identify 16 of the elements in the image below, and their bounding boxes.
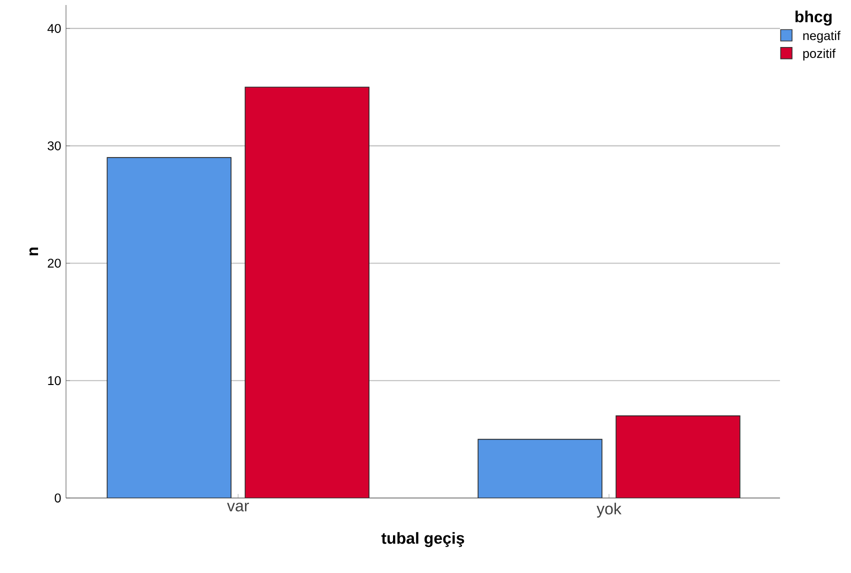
y-tick-label: 40 [48,24,61,33]
y-tick-label: 20 [48,258,61,268]
y-axis-title: n [29,248,38,256]
legend-label: pozitif [803,48,836,61]
y-tick-label: 10 [48,376,61,386]
x-tick-label: yok [596,502,622,518]
legend-title: bhcg [795,10,832,26]
y-tick-label: 30 [48,141,61,150]
bar [244,86,370,498]
bar [478,438,602,498]
y-tick-label: 0 [54,494,61,502]
x-axis-title: tubal geçiş [381,532,464,548]
legend-label: negatif [803,30,840,43]
bar [106,157,232,498]
bar [616,415,740,498]
x-tick-label: var [227,502,249,512]
